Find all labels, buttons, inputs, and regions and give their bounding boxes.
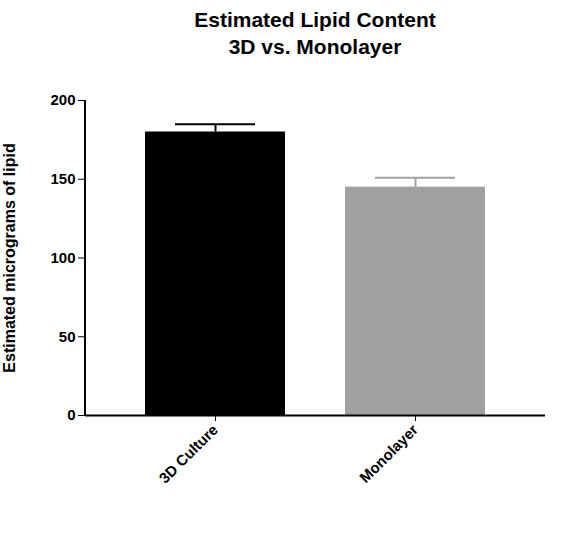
- svg-text:50: 50: [59, 328, 76, 345]
- svg-text:100: 100: [50, 249, 75, 266]
- svg-text:150: 150: [50, 170, 75, 187]
- svg-text:Monolayer: Monolayer: [356, 421, 421, 486]
- svg-text:0: 0: [67, 406, 75, 423]
- svg-text:200: 200: [50, 91, 75, 108]
- svg-text:Estimated micrograms of lipid: Estimated micrograms of lipid: [1, 143, 18, 372]
- html-text:Estimated Lipid Content 3D vs.: Estimated Lipid Content 3D vs. Monolayer: [194, 8, 436, 58]
- svg-text:3D Culture: 3D Culture: [155, 421, 221, 487]
